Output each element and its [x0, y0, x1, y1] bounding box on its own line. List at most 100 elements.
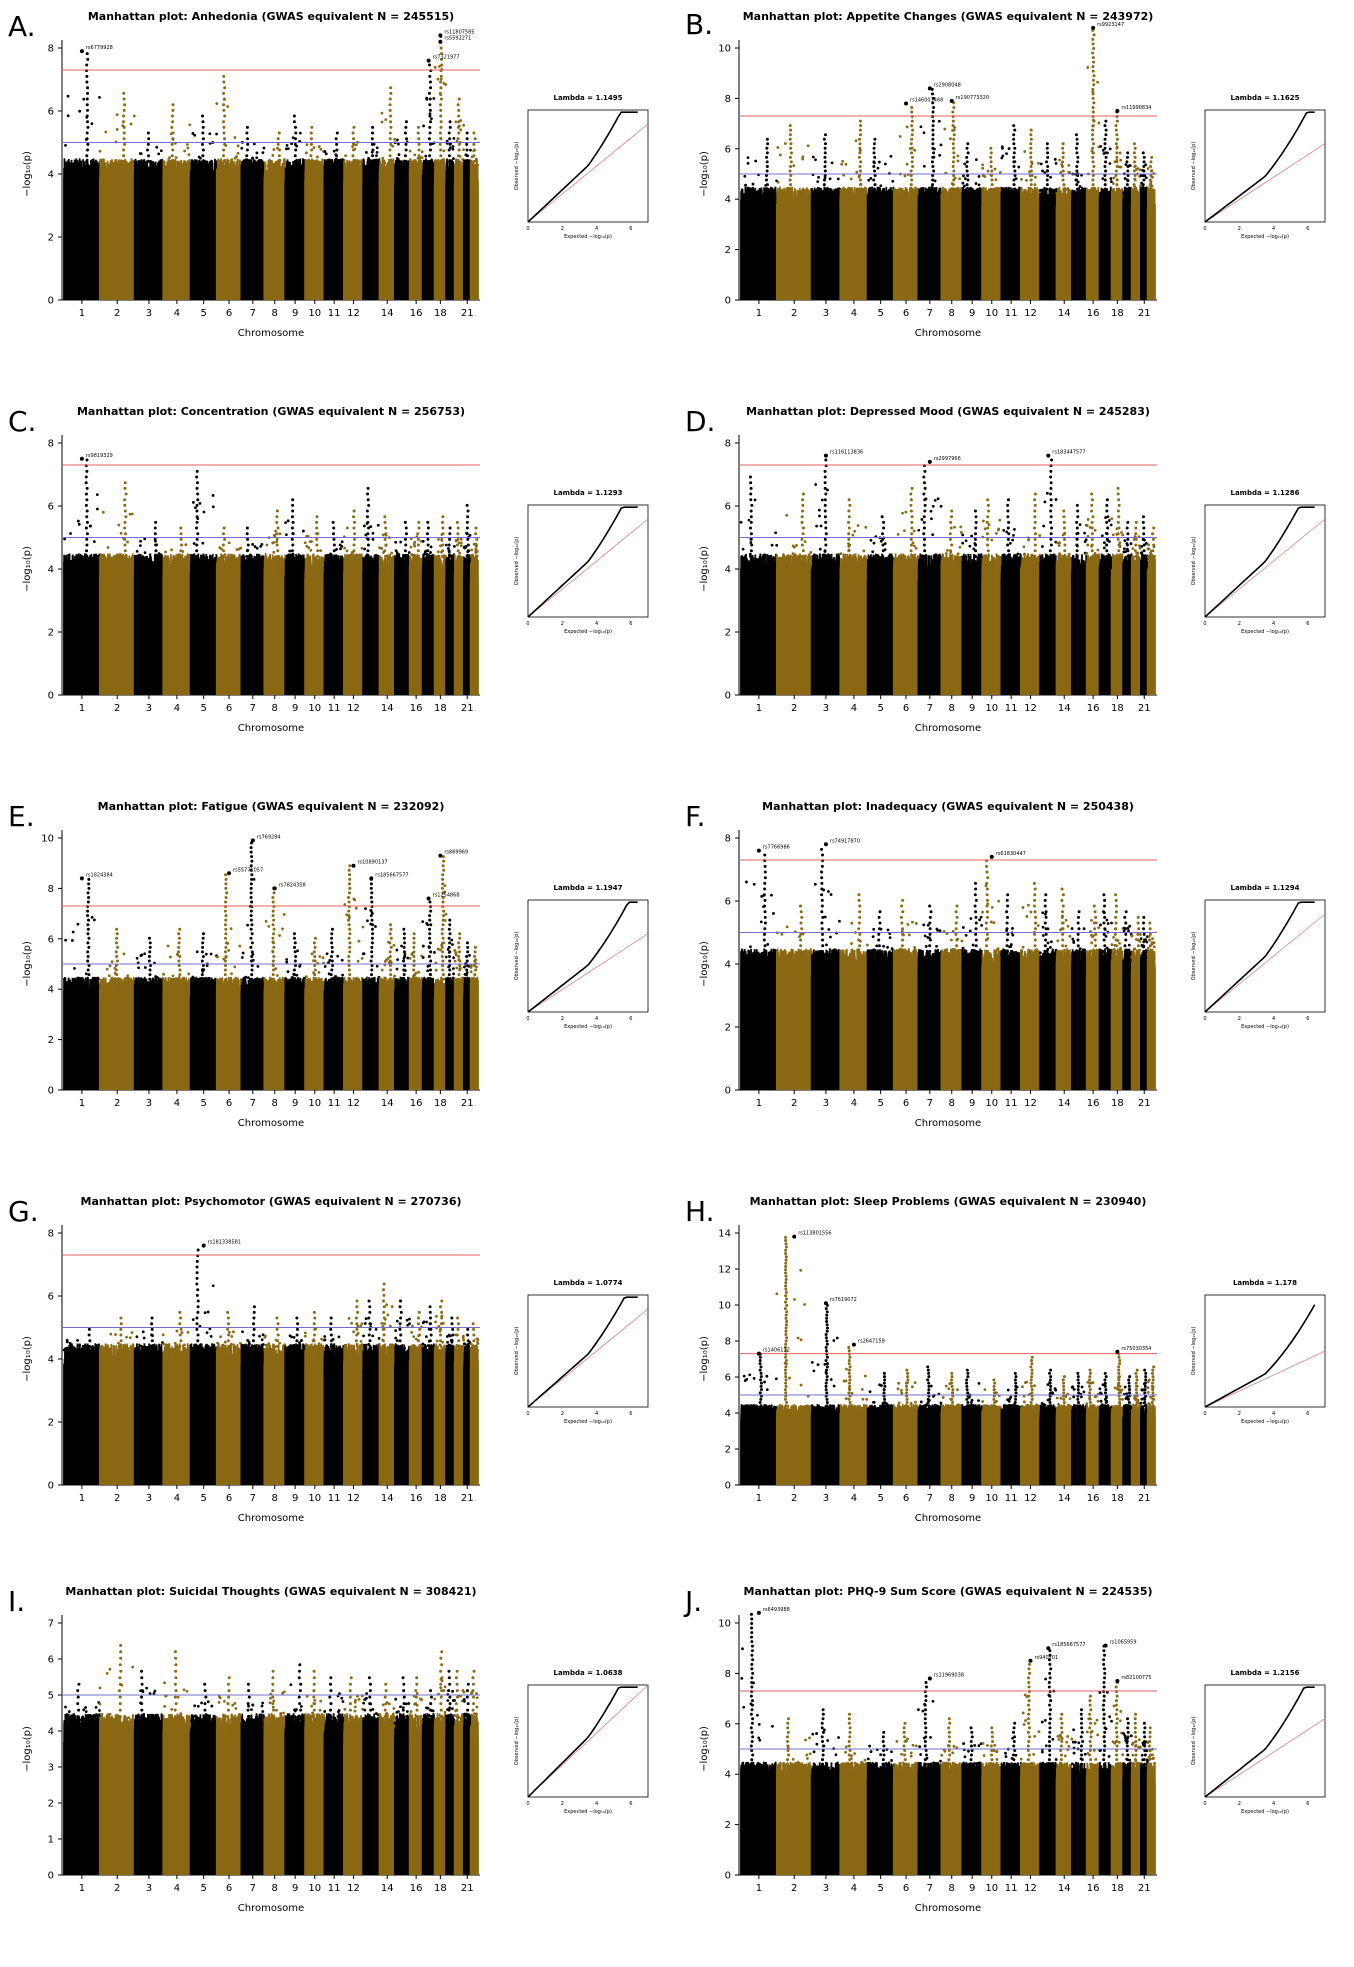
snp-point: [381, 112, 384, 115]
snp-point: [365, 151, 368, 154]
peak-point: [202, 120, 205, 123]
snp-annotation: rs11807585: [444, 29, 474, 35]
peak-point: [405, 120, 408, 123]
snp-point: [268, 162, 271, 165]
peak-point: [86, 149, 89, 152]
peak-point: [223, 115, 226, 118]
peak-point: [371, 126, 374, 129]
snp-point: [747, 162, 750, 165]
snp-point: [817, 189, 820, 192]
peak-point: [765, 156, 768, 159]
snp-point: [432, 97, 435, 100]
snp-point: [855, 171, 858, 174]
peak-point: [466, 154, 469, 157]
snp-point: [168, 156, 171, 159]
y-axis-label: −log₁₀(p): [22, 151, 33, 197]
peak-point: [789, 183, 792, 186]
peak-point: [310, 137, 313, 140]
snp-point: [440, 78, 443, 81]
peak-point: [86, 86, 89, 89]
x-tick-label: 2: [114, 308, 120, 319]
peak-point: [465, 160, 468, 163]
peak-point: [789, 179, 792, 182]
peak-point: [172, 132, 175, 135]
snp-point: [754, 160, 757, 163]
peak-point: [146, 149, 149, 152]
snp-point: [801, 155, 804, 158]
y-tick-label: 0: [725, 296, 731, 307]
peak-point: [872, 160, 875, 163]
snp-point: [855, 139, 858, 142]
snp-point: [451, 148, 454, 151]
peak-point: [872, 165, 875, 168]
snp-point: [869, 177, 872, 180]
peak-point: [171, 137, 174, 140]
peak-point: [123, 132, 126, 135]
peak-point: [449, 126, 452, 129]
snp-point: [233, 136, 236, 139]
peak-point: [123, 126, 126, 129]
peak-point: [86, 132, 89, 135]
snp-point: [78, 110, 81, 113]
snp-point: [784, 142, 787, 145]
snp-annotation: rs5592271: [444, 36, 471, 42]
peak-point: [873, 156, 876, 159]
qq-x-label: Expected −log₁₀(p): [564, 234, 612, 240]
peak-point: [765, 179, 768, 182]
x-tick-label: 18: [434, 308, 447, 319]
peak-point: [122, 149, 125, 152]
snp-point: [424, 155, 427, 158]
peak-point: [874, 183, 877, 186]
peak-point: [873, 188, 876, 191]
snp-point: [140, 152, 143, 155]
peak-point: [439, 115, 442, 118]
peak-point: [789, 142, 792, 145]
snp-point: [396, 163, 399, 166]
snp-point: [99, 150, 102, 153]
snp-point: [369, 163, 372, 166]
snp-point: [375, 163, 378, 166]
peak-point: [86, 58, 89, 61]
qq-y-label: Observed −log₁₀(p): [514, 142, 520, 191]
x-tick-label: 1: [79, 308, 85, 319]
peak-point: [405, 149, 408, 152]
peak-point: [457, 109, 460, 112]
peak-point: [457, 126, 460, 129]
snp-point: [183, 150, 186, 153]
peak-point: [245, 154, 248, 157]
peak-point: [246, 137, 249, 140]
peak-point: [123, 98, 126, 101]
qq-lambda: Lambda = 1.1495: [554, 94, 623, 102]
snp-point: [425, 97, 428, 100]
snp-point: [318, 145, 321, 148]
peak-point: [417, 132, 420, 135]
peak-point: [458, 143, 461, 146]
peak-point: [278, 154, 281, 157]
peak-point: [859, 133, 862, 136]
peak-point: [859, 179, 862, 182]
snp-point: [130, 123, 133, 126]
peak-point: [439, 154, 442, 157]
peak-point: [824, 160, 827, 163]
peak-point: [873, 151, 876, 154]
peak-point: [440, 75, 443, 78]
x-tick-label: 5: [200, 308, 206, 319]
peak-point: [222, 120, 225, 123]
snp-point: [253, 143, 256, 146]
snp-point: [311, 163, 314, 166]
peak-point: [371, 149, 374, 152]
peak-point: [371, 137, 374, 140]
peak-point: [352, 149, 355, 152]
peak-point: [466, 132, 469, 135]
snp-point: [157, 152, 160, 155]
peak-point: [439, 137, 442, 140]
snp-point: [831, 161, 834, 164]
snp-point: [787, 187, 790, 190]
peak-point: [428, 160, 431, 163]
peak-point: [294, 143, 297, 146]
snp-point: [890, 155, 893, 158]
snp-point: [422, 125, 425, 128]
peak-point: [823, 156, 826, 159]
peak-point: [170, 126, 173, 129]
peak-point: [122, 154, 125, 157]
